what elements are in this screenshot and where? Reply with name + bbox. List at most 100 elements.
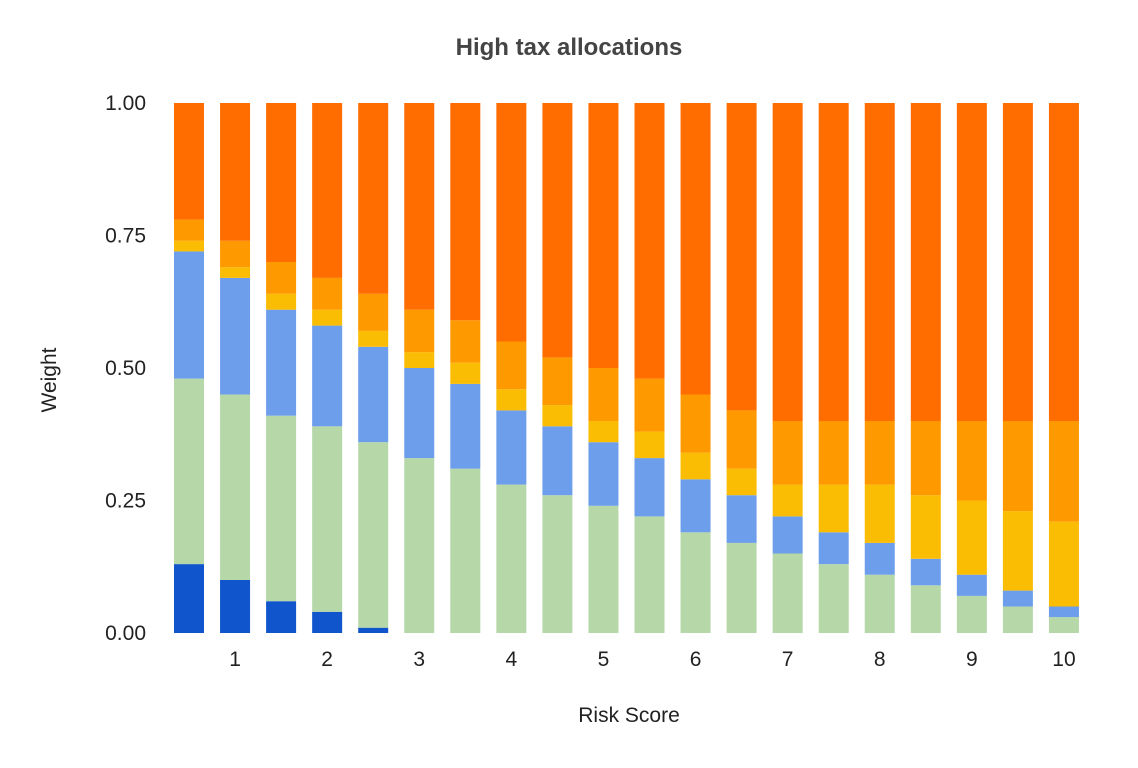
bar-segment-5 <box>864 421 895 485</box>
bar-segment-4 <box>450 362 481 384</box>
bar-segment-6 <box>956 103 987 421</box>
bar-segment-3 <box>312 325 343 427</box>
bar-segment-4 <box>220 267 251 278</box>
bar-segment-6 <box>220 103 251 241</box>
bar-segment-2 <box>542 495 573 633</box>
bar-segment-6 <box>634 103 665 379</box>
bar-segment-3 <box>588 442 619 506</box>
bar-segment-3 <box>404 368 435 459</box>
bar-segment-4 <box>634 431 665 459</box>
bar-segment-3 <box>818 532 849 565</box>
bar-segment-5 <box>358 293 389 331</box>
bar-segment-3 <box>450 383 481 469</box>
bar-segment-3 <box>772 516 803 554</box>
bar-stack <box>1048 103 1079 633</box>
x-tick-label: 5 <box>598 648 610 671</box>
bar-segment-5 <box>818 421 849 485</box>
bar-stack <box>220 103 251 633</box>
bar-segment-2 <box>910 585 941 633</box>
bar-segment-4 <box>174 240 204 252</box>
y-tick-label: 0.25 <box>105 490 146 513</box>
x-tick-label: 4 <box>506 648 518 671</box>
x-tick-label: 7 <box>782 648 794 671</box>
bar-segment-5 <box>1048 421 1079 522</box>
bar-segment-6 <box>496 103 527 342</box>
bar-segment-2 <box>772 553 803 633</box>
bar-stack <box>772 103 803 633</box>
bar-segment-6 <box>1002 103 1033 421</box>
bar-segment-6 <box>818 103 849 421</box>
bar-segment-4 <box>680 452 711 480</box>
bar-segment-5 <box>220 240 251 268</box>
bar-segment-5 <box>266 262 297 294</box>
bar-segment-3 <box>174 251 204 379</box>
bar-segment-5 <box>1002 421 1033 512</box>
bar-segment-3 <box>864 542 895 575</box>
x-tick-label: 10 <box>1052 648 1075 671</box>
bar-stack <box>312 103 343 633</box>
bar-segment-6 <box>910 103 941 421</box>
bar-segment-6 <box>772 103 803 421</box>
bar-segment-6 <box>404 103 435 310</box>
bar-segment-3 <box>726 495 757 543</box>
bar-segment-6 <box>450 103 481 321</box>
bar-segment-6 <box>726 103 757 411</box>
bar-segment-4 <box>864 484 895 543</box>
bar-segment-2 <box>450 468 481 633</box>
bar-segment-2 <box>634 516 665 633</box>
bar-segment-4 <box>956 500 987 575</box>
bar-segment-4 <box>358 330 389 347</box>
bar-segment-6 <box>680 103 711 395</box>
bar-segment-5 <box>910 421 941 496</box>
bar-segment-2 <box>496 484 527 633</box>
bar-segment-5 <box>956 421 987 501</box>
bar-segment-3 <box>956 574 987 596</box>
bar-segment-4 <box>818 484 849 533</box>
bar-segment-3 <box>220 277 251 395</box>
y-axis-ticks: 0.00 0.25 0.50 0.75 1.00 <box>105 92 146 645</box>
bar-segment-3 <box>1048 606 1079 618</box>
bar-segment-1 <box>312 611 343 633</box>
bar-segment-2 <box>220 394 251 580</box>
bar-segment-2 <box>726 542 757 633</box>
bar-segment-2 <box>174 378 204 565</box>
x-tick-label: 3 <box>413 648 425 671</box>
bar-stack <box>910 103 941 633</box>
bars-group <box>174 103 1079 633</box>
bar-segment-3 <box>496 410 527 485</box>
bar-segment-6 <box>312 103 343 278</box>
bar-stack <box>864 103 895 633</box>
bar-segment-2 <box>266 415 297 602</box>
bar-segment-4 <box>910 495 941 559</box>
bar-segment-3 <box>910 558 941 586</box>
bar-segment-5 <box>404 309 435 353</box>
bar-segment-2 <box>1002 606 1033 633</box>
bar-segment-2 <box>1048 617 1079 633</box>
x-tick-label: 6 <box>690 648 702 671</box>
bar-segment-4 <box>1048 521 1079 607</box>
bar-segment-4 <box>588 421 619 443</box>
bar-segment-2 <box>358 442 389 628</box>
y-tick-label: 0.00 <box>105 622 146 645</box>
bar-stack <box>266 103 297 633</box>
bar-segment-4 <box>1002 511 1033 591</box>
bar-segment-2 <box>818 564 849 633</box>
y-tick-label: 0.75 <box>105 225 146 248</box>
bar-stack <box>404 103 435 633</box>
bar-segment-4 <box>266 293 297 310</box>
bar-segment-4 <box>312 309 343 326</box>
bar-segment-5 <box>588 368 619 421</box>
bar-segment-3 <box>634 458 665 517</box>
bar-stack <box>1002 103 1033 633</box>
bar-segment-2 <box>404 458 435 633</box>
bar-segment-2 <box>864 574 895 633</box>
bar-stack <box>588 103 619 633</box>
bar-stack <box>358 103 389 633</box>
x-tick-label: 8 <box>874 648 886 671</box>
bar-segment-4 <box>726 468 757 496</box>
bar-stack <box>450 103 481 633</box>
bar-stack <box>496 103 527 633</box>
bar-segment-6 <box>174 103 204 220</box>
bar-segment-6 <box>1048 103 1079 421</box>
